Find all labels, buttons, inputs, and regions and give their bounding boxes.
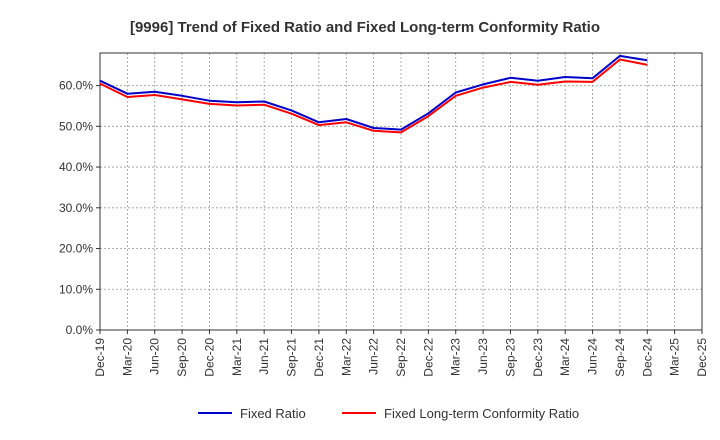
x-axis-ticks: Dec-19 Mar-20 Jun-20 Sep-20 Dec-20 Mar-21 Jun-…	[93, 330, 709, 377]
x-tick-label: Jun-22	[367, 338, 381, 375]
y-tick-label: 10.0%	[59, 282, 93, 296]
x-tick-label: Sep-20	[175, 338, 189, 377]
x-tick-label: Mar-21	[230, 338, 244, 376]
chart-title: [9996] Trend of Fixed Ratio and Fixed Lo…	[130, 19, 600, 36]
y-tick-label: 40.0%	[59, 160, 93, 174]
x-tick-label: Dec-22	[421, 338, 435, 377]
legend-label-1: Fixed Ratio	[240, 406, 306, 421]
x-tick-label: Jun-23	[476, 338, 490, 375]
x-tick-label: Dec-25	[695, 338, 709, 377]
y-tick-label: 0.0%	[66, 323, 94, 337]
x-tick-label: Dec-23	[531, 338, 545, 377]
x-tick-label: Mar-24	[558, 338, 572, 376]
series-lines	[99, 54, 648, 134]
x-tick-label: Jun-20	[148, 338, 162, 375]
y-tick-label: 20.0%	[59, 242, 93, 256]
y-tick-label: 30.0%	[59, 201, 93, 215]
y-tick-label: 60.0%	[59, 79, 93, 93]
x-tick-label: Mar-23	[449, 338, 463, 376]
series-line-2	[99, 58, 648, 134]
x-tick-label: Jun-21	[257, 338, 271, 375]
x-tick-label: Sep-23	[503, 338, 517, 377]
x-tick-label: Sep-22	[394, 338, 408, 377]
x-tick-label: Dec-19	[93, 338, 107, 377]
x-tick-label: Mar-22	[339, 338, 353, 376]
grid	[100, 53, 703, 331]
x-tick-label: Dec-21	[312, 338, 326, 377]
x-tick-label: Dec-20	[202, 338, 216, 377]
series-line-1	[99, 54, 648, 131]
x-tick-label: Mar-20	[120, 338, 134, 376]
y-axis-ticks: 0.0% 10.0% 20.0% 30.0% 40.0% 50.0% 60.0%	[59, 79, 100, 337]
x-tick-label: Sep-21	[285, 338, 299, 377]
legend-label-2: Fixed Long-term Conformity Ratio	[384, 406, 579, 421]
x-tick-label: Mar-25	[668, 338, 682, 376]
x-tick-label: Dec-24	[640, 338, 654, 377]
legend: Fixed Ratio Fixed Long-term Conformity Ra…	[198, 406, 579, 421]
x-tick-label: Sep-24	[613, 338, 627, 377]
x-tick-label: Jun-24	[586, 338, 600, 375]
y-tick-label: 50.0%	[59, 119, 93, 133]
